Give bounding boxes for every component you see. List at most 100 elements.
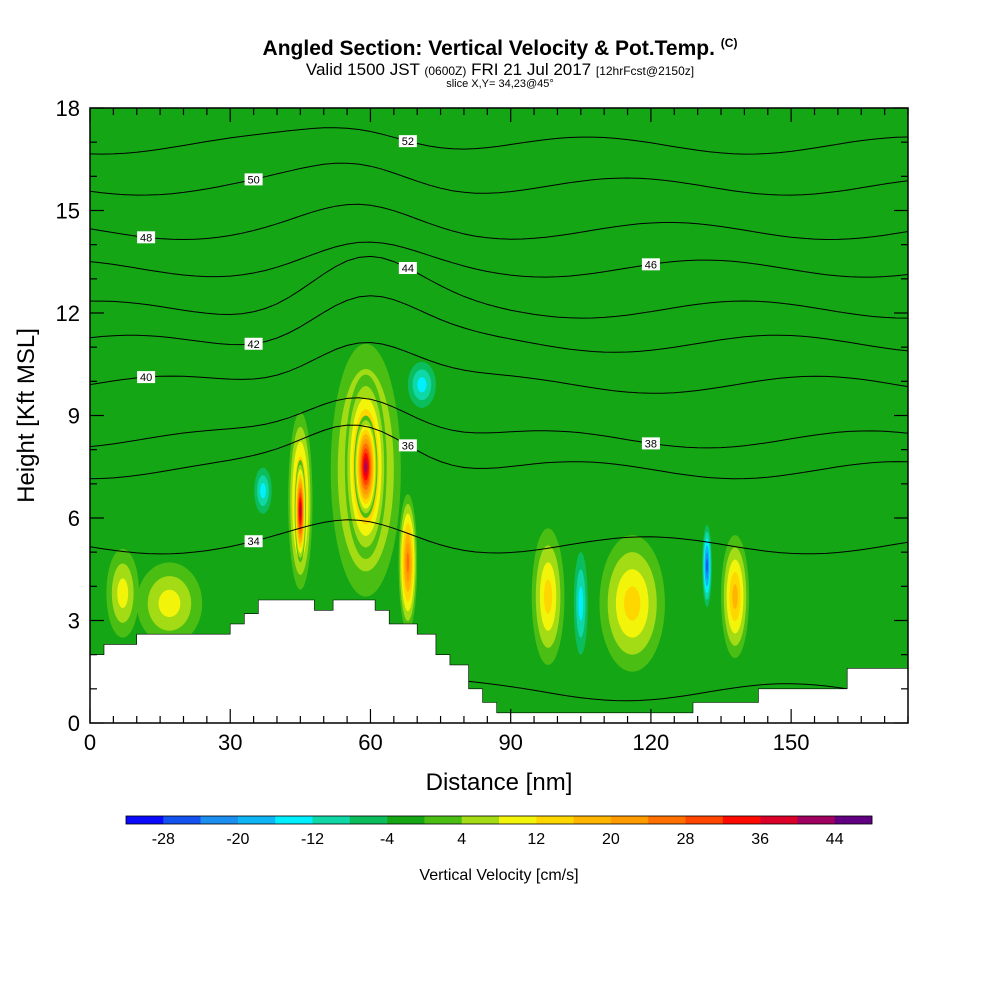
isentrope-label-bg bbox=[244, 535, 263, 548]
isentrope-label: 38 bbox=[645, 438, 657, 450]
velocity-contour-band bbox=[732, 584, 738, 609]
isentrope-label: 44 bbox=[402, 263, 414, 275]
colorbar-bin bbox=[797, 816, 835, 824]
colorbar-bin bbox=[685, 816, 724, 824]
colorbar-tick-label: -4 bbox=[380, 831, 394, 848]
chart-title-unit: (C) bbox=[720, 36, 738, 50]
velocity-contour-band bbox=[299, 506, 301, 516]
isentrope-36 bbox=[90, 424, 908, 480]
x-tick-label: 120 bbox=[633, 730, 670, 755]
isentrope-label-bg bbox=[137, 371, 156, 384]
velocity-contour-band bbox=[158, 589, 181, 618]
x-tick-label: 150 bbox=[773, 730, 810, 755]
isentrope-label-bg bbox=[244, 337, 263, 350]
valid-date: FRI 21 Jul 2017 bbox=[471, 60, 592, 79]
y-tick-label: 3 bbox=[68, 609, 80, 634]
y-tick-label: 0 bbox=[68, 711, 80, 736]
y-tick-label: 18 bbox=[56, 96, 80, 121]
isentrope-label-bg bbox=[398, 439, 417, 452]
x-tick-label: 90 bbox=[498, 730, 522, 755]
velocity-cell-8 bbox=[403, 354, 441, 416]
y-tick-label: 12 bbox=[56, 301, 80, 326]
colorbar-bin bbox=[163, 816, 201, 824]
velocity-cell-0 bbox=[106, 548, 140, 638]
colorbar-bin bbox=[424, 816, 462, 824]
isentrope-label: 34 bbox=[247, 536, 259, 548]
colorbar-frame bbox=[125, 815, 873, 825]
velocity-contour-band bbox=[706, 559, 708, 573]
isentrope-46 bbox=[90, 241, 908, 278]
y-axis-title: Height [Kft MSL] bbox=[13, 328, 40, 503]
y-tick-label: 9 bbox=[68, 404, 80, 429]
velocity-contour-band bbox=[578, 586, 584, 621]
colorbar-bin bbox=[536, 816, 574, 824]
colorbar: -28 -20 -12 -4 4 12 20 28 36 44 Vertical Velocity … bbox=[125, 815, 873, 884]
colorbar-bin bbox=[275, 816, 313, 824]
valid-time: Valid 1500 JST bbox=[305, 60, 420, 79]
isentrope-label-bg bbox=[641, 258, 660, 271]
velocity-contour-band bbox=[417, 377, 427, 393]
colorbar-bin bbox=[834, 816, 873, 824]
isentrope-34 bbox=[90, 519, 908, 555]
colorbar-bin bbox=[722, 816, 761, 824]
isentrope-label: 40 bbox=[140, 372, 152, 384]
velocity-contour-band bbox=[543, 579, 553, 614]
isentrope-42 bbox=[90, 295, 908, 353]
slice-info: slice X,Y= 34,23@45° bbox=[446, 78, 554, 90]
isentrope-48 bbox=[90, 203, 908, 241]
velocity-contour-band bbox=[364, 462, 367, 472]
isentrope-label-bg bbox=[398, 262, 417, 275]
isentrope-label-bg bbox=[137, 231, 156, 244]
isentrope-label-bg bbox=[244, 173, 263, 186]
colorbar-bin bbox=[760, 816, 798, 824]
valid-time-line: Valid 1500 JST (0600Z) FRI 21 Jul 2017 [… bbox=[0, 60, 1000, 80]
colorbar-tick-label: 28 bbox=[677, 831, 695, 848]
velocity-cell-7 bbox=[398, 494, 418, 631]
velocity-cell-10 bbox=[531, 528, 565, 665]
forecast-info: [12hrFcst@2150z] bbox=[595, 64, 695, 78]
isentrope-label: 36 bbox=[402, 440, 414, 452]
velocity-cell-6 bbox=[354, 415, 378, 518]
colorbar-tick-label: 44 bbox=[826, 831, 844, 848]
colorbar-bin bbox=[200, 816, 239, 824]
colorbar-tick-label: -20 bbox=[226, 831, 249, 848]
isentrope-52 bbox=[90, 127, 908, 155]
isentrope-label-bg bbox=[641, 437, 660, 450]
colorbar-tick-label: 20 bbox=[602, 831, 620, 848]
colorbar-bin bbox=[237, 816, 276, 824]
colorbar-bin bbox=[648, 816, 686, 824]
isentrope-44 bbox=[90, 255, 908, 319]
velocity-contour-band bbox=[406, 552, 410, 573]
colorbar-title: Vertical Velocity [cm/s] bbox=[419, 867, 578, 884]
plot-area: 3234363840424446485052 bbox=[90, 108, 908, 723]
x-tick-label: 30 bbox=[218, 730, 242, 755]
colorbar-bin bbox=[312, 816, 351, 824]
colorbar-bin bbox=[126, 816, 164, 824]
isentrope-label: 42 bbox=[247, 339, 259, 351]
isentrope-40 bbox=[90, 341, 908, 394]
colorbar-bin bbox=[499, 816, 537, 824]
colorbar-tick-label: -12 bbox=[301, 831, 324, 848]
velocity-cell-13 bbox=[701, 518, 713, 614]
valid-time-utc: (0600Z) bbox=[424, 64, 467, 78]
x-axis-title: Distance [nm] bbox=[426, 769, 573, 796]
x-tick-label: 60 bbox=[358, 730, 382, 755]
velocity-cell-14 bbox=[721, 535, 750, 659]
colorbar-tick-label: 4 bbox=[457, 831, 466, 848]
velocity-contour-band bbox=[624, 586, 641, 621]
velocity-cell-12 bbox=[599, 535, 665, 672]
colorbar-tick-label: 12 bbox=[527, 831, 545, 848]
isentrope-label-bg bbox=[398, 135, 417, 148]
isentrope-50 bbox=[90, 162, 908, 196]
isentrope-label: 50 bbox=[247, 174, 259, 186]
y-tick-label: 6 bbox=[68, 506, 80, 531]
velocity-contour-band bbox=[260, 482, 266, 499]
plot-background bbox=[90, 108, 908, 723]
isentrope-label: 46 bbox=[645, 259, 657, 271]
colorbar-bin bbox=[387, 816, 425, 824]
isentrope-label: 48 bbox=[140, 232, 152, 244]
terrain bbox=[90, 599, 908, 723]
colorbar-bin bbox=[573, 816, 612, 824]
axes-ticks bbox=[89, 107, 909, 724]
